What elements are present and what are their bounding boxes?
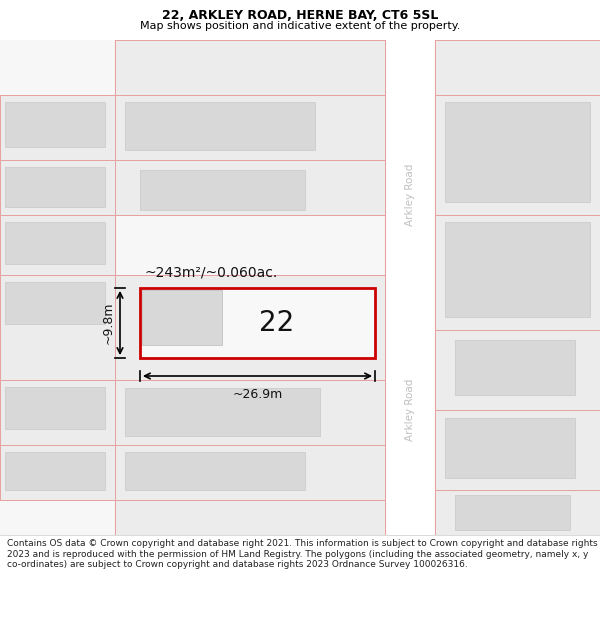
Bar <box>435 95 600 215</box>
Text: ~26.9m: ~26.9m <box>232 388 283 401</box>
Text: 22, ARKLEY ROAD, HERNE BAY, CT6 5SL: 22, ARKLEY ROAD, HERNE BAY, CT6 5SL <box>162 9 438 22</box>
Bar <box>435 410 600 490</box>
Bar <box>125 452 305 490</box>
Bar <box>435 490 600 535</box>
Bar <box>0 215 115 275</box>
Bar <box>125 102 315 150</box>
Text: Contains OS data © Crown copyright and database right 2021. This information is : Contains OS data © Crown copyright and d… <box>7 539 598 569</box>
Bar <box>115 500 385 535</box>
Bar <box>435 40 600 95</box>
Text: Arkley Road: Arkley Road <box>405 164 415 226</box>
Bar <box>140 170 305 210</box>
Text: Arkley Road: Arkley Road <box>405 379 415 441</box>
Bar <box>5 222 105 264</box>
Bar <box>0 445 115 500</box>
Bar <box>5 387 105 429</box>
Text: 22: 22 <box>259 309 294 337</box>
Bar <box>140 288 375 358</box>
Bar <box>115 95 385 160</box>
Text: ~9.8m: ~9.8m <box>102 302 115 344</box>
Text: Map shows position and indicative extent of the property.: Map shows position and indicative extent… <box>140 21 460 31</box>
Text: ~243m²/~0.060ac.: ~243m²/~0.060ac. <box>145 265 278 279</box>
Bar <box>435 215 600 330</box>
Bar <box>5 102 105 147</box>
Bar <box>445 222 590 317</box>
Bar <box>5 282 105 324</box>
Bar <box>5 452 105 490</box>
Bar <box>115 275 385 380</box>
Bar <box>455 340 575 395</box>
Bar <box>0 275 115 380</box>
Bar <box>435 330 600 410</box>
Bar <box>445 102 590 202</box>
Bar <box>0 160 115 215</box>
Bar <box>115 445 385 500</box>
Bar <box>5 167 105 207</box>
Bar <box>115 160 385 215</box>
Bar <box>385 40 435 535</box>
Bar <box>445 418 575 478</box>
Bar <box>142 290 222 345</box>
Bar <box>115 40 385 95</box>
Bar <box>455 495 570 530</box>
Bar <box>115 380 385 445</box>
Bar <box>0 380 115 445</box>
Bar <box>125 388 320 436</box>
Bar <box>0 95 115 160</box>
